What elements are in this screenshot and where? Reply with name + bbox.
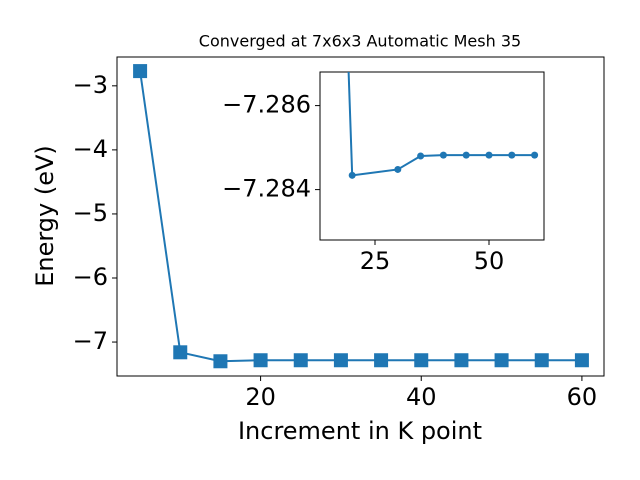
data-point [462, 151, 470, 159]
data-point [348, 171, 356, 179]
data-point [574, 353, 589, 368]
chart-title: Converged at 7x6x3 Automatic Mesh 35 [199, 32, 521, 51]
data-point [333, 353, 348, 368]
plot-layer [347, 72, 539, 179]
data-point [454, 353, 469, 368]
x-tick-label: 20 [245, 383, 276, 411]
data-point [417, 152, 425, 160]
x-tick-label: 60 [567, 383, 598, 411]
data-point [531, 151, 539, 159]
y-tick-label: −6 [73, 263, 108, 291]
plot-layer [133, 64, 589, 369]
data-point [508, 151, 516, 159]
x-axis-label: Increment in K point [238, 417, 482, 445]
x-tick-label: 40 [406, 383, 437, 411]
y-tick-label: −5 [73, 199, 108, 227]
data-point [293, 353, 308, 368]
data-point [534, 353, 549, 368]
y-axis-label: Energy (eV) [31, 145, 59, 287]
x-tick-label: 50 [474, 247, 505, 275]
data-point [173, 345, 188, 360]
data-point [439, 151, 447, 159]
data-point [374, 353, 389, 368]
data-point [494, 353, 509, 368]
y-tick-label: −3 [73, 71, 108, 99]
data-point [485, 151, 493, 159]
data-point [253, 353, 268, 368]
data-point [394, 165, 402, 173]
y-tick-label: −7.286 [222, 91, 311, 119]
y-tick-label: −7 [73, 327, 108, 355]
y-tick-label: −7.284 [222, 175, 311, 203]
data-point [213, 354, 228, 369]
y-tick-label: −4 [73, 135, 108, 163]
x-tick-label: 25 [360, 247, 391, 275]
data-point [133, 64, 148, 79]
data-point [414, 353, 429, 368]
